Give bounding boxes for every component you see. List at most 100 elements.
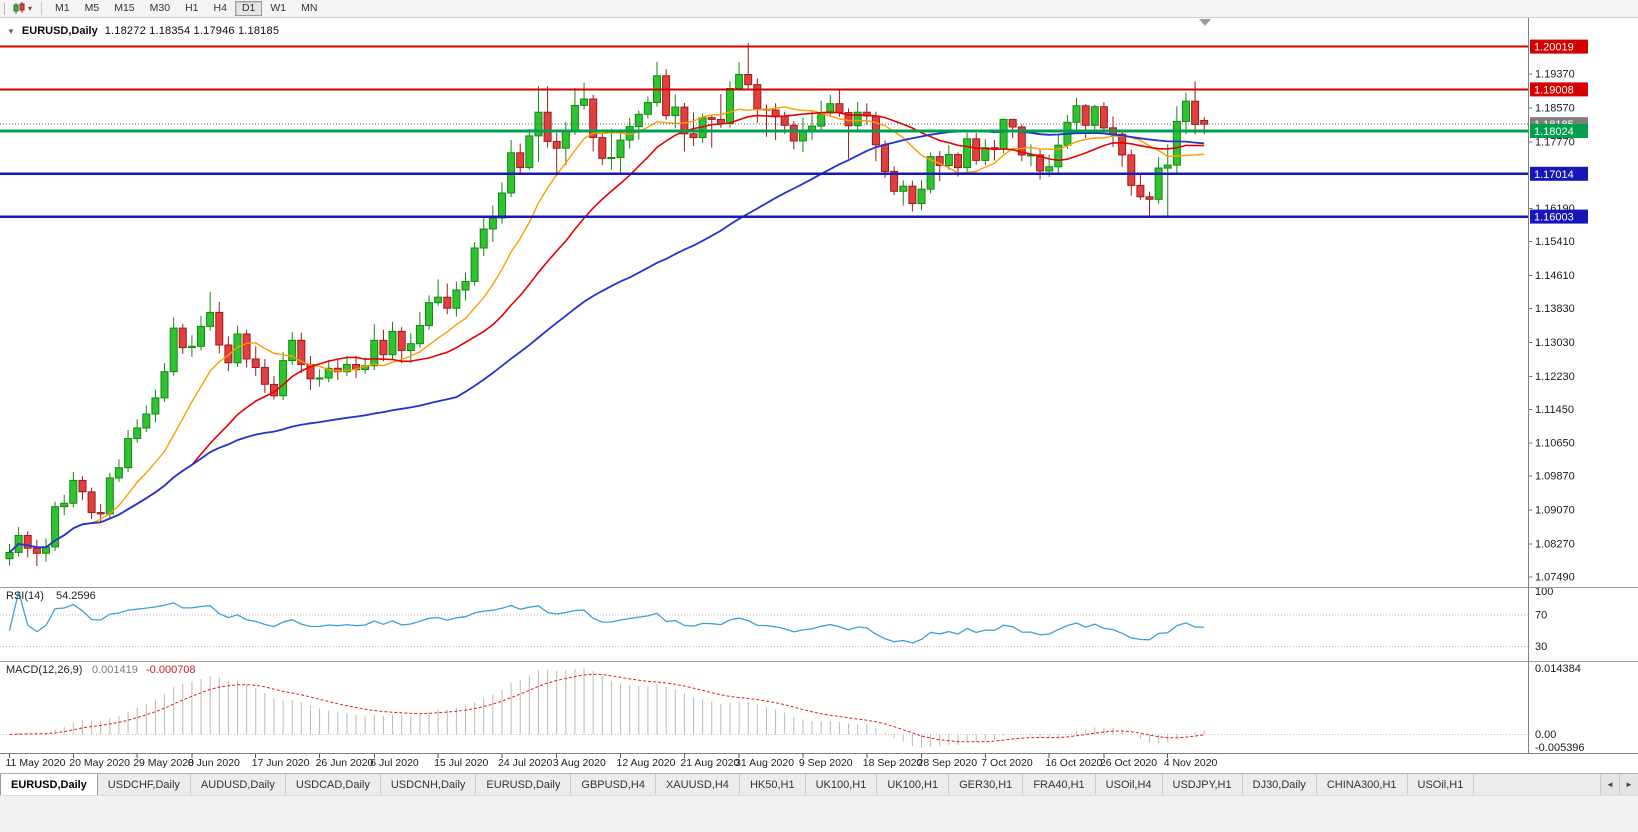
date-label: 9 Sep 2020: [799, 757, 853, 769]
chart-tab-10[interactable]: UK100,H1: [877, 774, 950, 795]
date-label: 8 Jun 2020: [188, 757, 240, 769]
candle-body: [96, 512, 105, 515]
candle-body: [133, 427, 142, 440]
candle-body: [23, 535, 32, 549]
candle-body: [488, 217, 497, 230]
candle-body: [689, 133, 698, 139]
toolbar-separator: [41, 2, 43, 15]
price-tick-label: 1.07490: [1535, 572, 1575, 584]
candle-body: [744, 74, 753, 86]
chart-tab-5[interactable]: EURUSD,Daily: [476, 774, 572, 795]
price-tick-label: 1.13030: [1535, 337, 1575, 349]
level-price-badge-bg: [1530, 82, 1588, 97]
candle-body: [1081, 105, 1090, 126]
timeframe-button-mn[interactable]: MN: [294, 1, 324, 16]
candle-body: [954, 154, 962, 169]
candle-body: [251, 358, 260, 368]
timeframe-button-d1[interactable]: D1: [234, 1, 263, 16]
candle-body: [543, 111, 552, 142]
chart-tab-6[interactable]: GBPUSD,H4: [571, 774, 656, 795]
macd-histogram: [18, 668, 1205, 748]
candle-body: [881, 144, 889, 173]
chart-tabs: EURUSD,Daily USDCHF,Daily AUDUSD,Daily USDC…: [0, 774, 1600, 795]
candle-body: [479, 228, 488, 249]
timeframe-button-m1[interactable]: M1: [48, 1, 77, 16]
candle-body: [580, 98, 589, 106]
chart-tab-8[interactable]: HK50,H1: [739, 774, 806, 795]
timeframe-button-h4[interactable]: H4: [207, 1, 234, 16]
price-tick-label: 1.17770: [1535, 136, 1575, 148]
price-tick-label: 1.09870: [1535, 471, 1575, 483]
chart-tab-4[interactable]: USDCNH,Daily: [380, 774, 477, 795]
chart-tab-2[interactable]: AUDUSD,Daily: [190, 774, 286, 795]
chart-type-dropdown-caret-icon[interactable]: ▾: [28, 3, 33, 13]
timeframe-button-m15[interactable]: M15: [107, 1, 141, 16]
candle-body: [151, 397, 160, 415]
timeframe-button-w1[interactable]: W1: [263, 1, 293, 16]
chart-tab-label: CHINA300,H1: [1326, 778, 1397, 791]
rsi-indicator-value: 54.2596: [56, 590, 96, 602]
candle-body: [260, 366, 269, 385]
chart-tab-label: HK50,H1: [749, 778, 795, 791]
candle-body: [1182, 100, 1190, 122]
chart-tab-3[interactable]: USDCAD,Daily: [285, 774, 381, 795]
candle-body: [516, 152, 525, 169]
rsi-line: [8, 591, 1205, 644]
candle-body: [1145, 196, 1154, 200]
candle-body: [233, 333, 242, 364]
date-label: 15 Jul 2020: [434, 757, 488, 769]
chart-tab-7[interactable]: XAUUSD,H4: [655, 774, 740, 795]
candle-body: [32, 547, 41, 554]
candle-body: [935, 156, 944, 167]
chart-tab-label: UK100,H1: [815, 778, 867, 791]
macd-signal-line: [9, 673, 1205, 743]
timeframe-buttons: M1 M5 M15 M30 H1 H4 D1 W1 MN: [48, 1, 324, 16]
candle-body: [835, 103, 844, 114]
chart-tab-0[interactable]: EURUSD,Daily: [0, 774, 98, 795]
candle-body: [105, 477, 114, 515]
date-label: 7 Oct 2020: [981, 757, 1033, 769]
chart-tab-13[interactable]: USOil,H4: [1095, 774, 1163, 795]
candle-body: [142, 413, 151, 429]
chart-tab-14[interactable]: USDJPY,H1: [1162, 774, 1243, 795]
timeframe-button-m30[interactable]: M30: [143, 1, 177, 16]
candle-body: [662, 75, 671, 117]
chart-tab-12[interactable]: FRA40,H1: [1023, 774, 1096, 795]
rsi-axis-label: 30: [1535, 641, 1547, 653]
candle-body: [1072, 105, 1081, 123]
level-price-badge: 1.16003: [1534, 212, 1574, 224]
candlestick-chart-icon[interactable]: [12, 2, 27, 15]
date-label: 6 Jul 2020: [370, 757, 419, 769]
chart-canvas[interactable]: 1.193701.185701.177701.161901.154101.146…: [0, 18, 1638, 773]
candle-body: [242, 333, 251, 360]
candle-body: [315, 377, 324, 380]
chart-tab-17[interactable]: USOil,H1: [1407, 774, 1475, 795]
timeframe-button-m5[interactable]: M5: [78, 1, 107, 16]
candle-body: [78, 479, 87, 493]
chart-tab-15[interactable]: DJ30,Daily: [1242, 774, 1317, 795]
chart-tab-9[interactable]: UK100,H1: [805, 774, 878, 795]
candle-body: [370, 339, 379, 367]
chart-tab-11[interactable]: GER30,H1: [949, 774, 1024, 795]
ma-line-21: [8, 111, 1205, 553]
candle-body: [169, 327, 178, 373]
tabs-scroll-right-button[interactable]: ►: [1619, 774, 1638, 795]
candle-body: [187, 345, 196, 349]
candle-body: [798, 131, 807, 142]
toolbar-grip[interactable]: [4, 2, 7, 15]
tab-scroll-arrows: ◄ ►: [1600, 774, 1638, 795]
chart-shift-marker[interactable]: [1199, 19, 1211, 26]
candle-body: [589, 98, 598, 138]
chart-tab-1[interactable]: USDCHF,Daily: [97, 774, 191, 795]
candle-body: [643, 101, 652, 115]
candle-body: [51, 506, 60, 548]
timeframe-button-h1[interactable]: H1: [178, 1, 205, 16]
level-price-badge-bg: [1530, 124, 1588, 138]
chart-tab-label: FRA40,H1: [1033, 778, 1085, 791]
candle-body: [735, 74, 744, 89]
tabs-scroll-left-button[interactable]: ◄: [1600, 774, 1619, 795]
chart-tab-16[interactable]: CHINA300,H1: [1316, 774, 1408, 795]
rsi-axis-label: 100: [1535, 586, 1553, 598]
price-tick-label: 1.10650: [1535, 438, 1575, 450]
